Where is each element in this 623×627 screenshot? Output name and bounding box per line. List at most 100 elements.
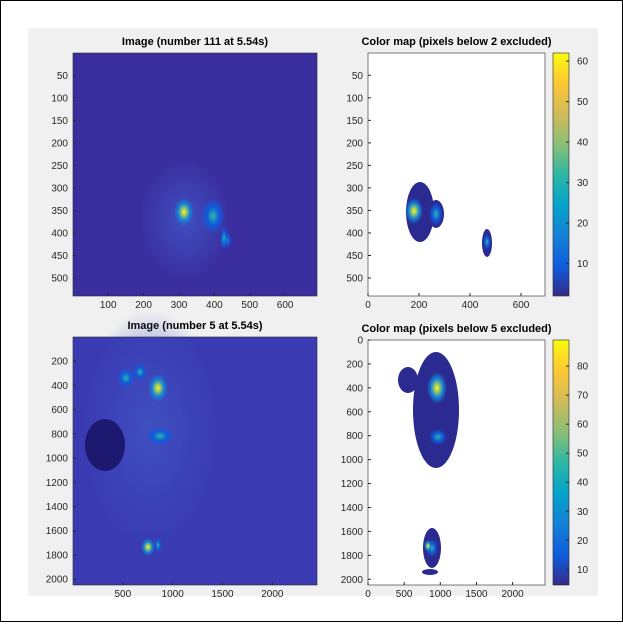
x-tick-label: 1000	[429, 589, 452, 600]
x-tick-label: 400	[206, 300, 223, 311]
y-tick-label: 50	[352, 71, 364, 82]
y-tick-label: 1400	[341, 503, 364, 514]
x-tick-label: 0	[365, 300, 371, 311]
intensity-region	[220, 226, 228, 250]
intensity-region	[117, 368, 135, 388]
y-tick-label: 450	[51, 251, 68, 262]
axes-box	[72, 52, 318, 297]
x-tick-label: 1500	[465, 589, 488, 600]
panel: Image (number 111 at 5.54s) 100 200 300 400 5…	[51, 36, 318, 311]
y-tick-label: 1600	[46, 526, 69, 537]
intensity-region	[429, 429, 447, 445]
y-tick-label: 300	[51, 183, 68, 194]
colorbar-tick-label: 40	[577, 138, 589, 149]
colorbar-tick-label: 70	[577, 391, 589, 402]
intensity-region	[427, 372, 447, 404]
y-tick-label: 200	[346, 138, 363, 149]
colorbar-tick-label: 50	[577, 449, 589, 460]
intensity-region	[133, 363, 147, 381]
colorbar-tick-label: 20	[577, 219, 589, 230]
x-tick-label: 2000	[501, 589, 524, 600]
intensity-region	[201, 198, 225, 234]
colorbar-tick-label: 60	[577, 57, 589, 68]
colorbar-tick-label: 30	[577, 507, 589, 518]
x-tick-label: 100	[100, 300, 117, 311]
image-area	[368, 53, 545, 296]
colorbar-tick-label: 10	[577, 565, 589, 576]
y-tick-label: 1000	[46, 454, 69, 465]
y-tick-label: 800	[346, 431, 363, 442]
intensity-region	[483, 234, 491, 250]
intensity-region	[141, 538, 155, 556]
y-tick-label: 200	[51, 138, 68, 149]
y-tick-label: 150	[346, 116, 363, 127]
intensity-region	[85, 419, 125, 471]
y-tick-label: 400	[346, 383, 363, 394]
y-tick-label: 0	[357, 336, 363, 347]
y-tick-label: 1400	[46, 502, 69, 513]
colorbar-tick-label: 40	[577, 478, 589, 489]
x-tick-label: 0	[365, 589, 371, 600]
y-tick-label: 1200	[341, 479, 364, 490]
y-tick-label: 200	[51, 357, 68, 368]
intensity-region	[413, 352, 459, 468]
y-tick-label: 400	[346, 228, 363, 239]
x-tick-label: 400	[462, 300, 479, 311]
colorbar-tick-label: 30	[577, 178, 589, 189]
intensity-region	[405, 198, 423, 224]
colorbar-tick-label: 80	[577, 362, 589, 373]
y-tick-label: 150	[51, 116, 68, 127]
y-tick-label: 450	[346, 251, 363, 262]
y-tick-label: 600	[346, 407, 363, 418]
x-tick-label: 300	[171, 300, 188, 311]
colorbar-tick-label: 10	[577, 259, 589, 270]
y-tick-label: 350	[346, 206, 363, 217]
y-tick-label: 2000	[341, 575, 364, 586]
intensity-region	[398, 367, 418, 393]
y-tick-label: 1000	[341, 455, 364, 466]
y-tick-label: 500	[51, 273, 68, 284]
y-tick-label: 350	[51, 206, 68, 217]
intensity-region	[422, 569, 438, 575]
colorbar-tick-label: 50	[577, 97, 589, 108]
colorbar	[552, 339, 570, 586]
colorbar-tick-label: 60	[577, 420, 589, 431]
panel: Color map (pixels below 2 excluded) 0 200 4…	[346, 36, 588, 311]
intensity-region	[154, 537, 162, 553]
panel: Color map (pixels below 5 excluded)0 500 1…	[341, 323, 589, 600]
panel-title: Color map (pixels below 2 excluded)	[361, 36, 551, 48]
y-tick-label: 300	[346, 183, 363, 194]
x-tick-label: 1000	[162, 589, 185, 600]
axes-box	[72, 336, 318, 586]
y-tick-label: 800	[51, 429, 68, 440]
colorbar	[552, 52, 570, 297]
x-tick-label: 200	[411, 300, 428, 311]
x-tick-label: 600	[513, 300, 530, 311]
x-tick-label: 200	[135, 300, 152, 311]
y-tick-label: 250	[346, 161, 363, 172]
intensity-region	[424, 540, 432, 552]
panel: Image (number 5 at 5.54s)500 1000 1500 2000…	[46, 310, 318, 600]
y-tick-label: 600	[51, 405, 68, 416]
intensity-region	[174, 198, 194, 226]
y-tick-label: 1200	[46, 478, 69, 489]
panel-title: Image (number 111 at 5.54s)	[122, 36, 268, 48]
x-tick-label: 1500	[211, 589, 234, 600]
y-tick-label: 1600	[341, 527, 364, 538]
y-tick-label: 400	[51, 381, 68, 392]
x-tick-label: 500	[241, 300, 258, 311]
image-area	[368, 340, 545, 585]
y-tick-label: 500	[346, 273, 363, 284]
intensity-region	[146, 427, 174, 445]
y-tick-label: 1800	[46, 550, 69, 561]
x-tick-label: 600	[277, 300, 294, 311]
panel-title: Color map (pixels below 5 excluded)	[361, 323, 551, 335]
intensity-region	[429, 202, 443, 226]
y-tick-label: 2000	[46, 575, 69, 586]
axes-box	[367, 52, 546, 297]
x-tick-label: 2000	[261, 589, 284, 600]
y-tick-label: 200	[346, 359, 363, 370]
x-tick-label: 500	[396, 589, 413, 600]
x-tick-label: 500	[114, 589, 131, 600]
